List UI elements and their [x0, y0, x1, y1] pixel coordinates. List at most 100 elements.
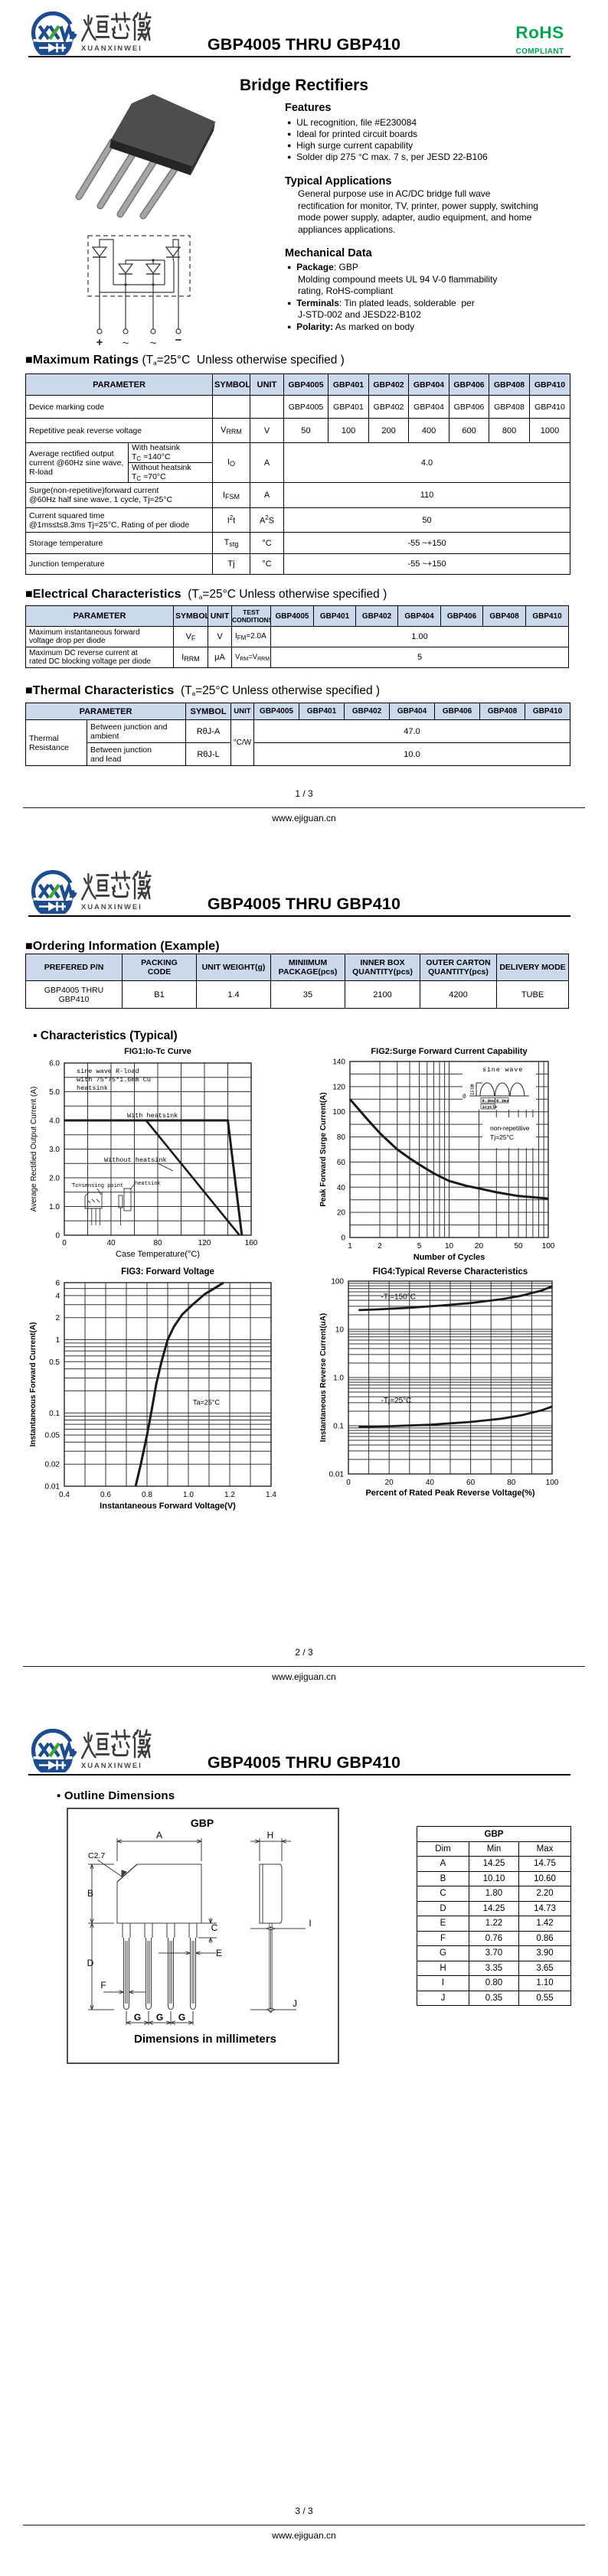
svg-text:100: 100: [331, 1278, 344, 1286]
svg-text:0.6: 0.6: [100, 1491, 111, 1499]
svg-text:A: A: [156, 1830, 162, 1841]
svg-text:Case Temperature(°C): Case Temperature(°C): [116, 1250, 200, 1259]
svg-text:0.4: 0.4: [59, 1491, 70, 1499]
svg-text:−: −: [175, 334, 182, 347]
svg-text:0: 0: [346, 1479, 351, 1487]
svg-text:0.05: 0.05: [45, 1432, 60, 1440]
svg-text:1.0: 1.0: [333, 1374, 344, 1383]
svg-text:H: H: [267, 1830, 274, 1841]
svg-text:20: 20: [475, 1242, 484, 1251]
svg-text:100: 100: [546, 1479, 559, 1487]
svg-text:0: 0: [341, 1234, 345, 1243]
svg-text:Average Rectified Output Curre: Average Rectified Output Current (A): [30, 1087, 38, 1212]
svg-text:3.0: 3.0: [49, 1146, 60, 1154]
svg-text:G: G: [134, 2012, 141, 2023]
svg-text:Number of Cycles: Number of Cycles: [414, 1253, 485, 1262]
svg-text:160: 160: [245, 1239, 258, 1247]
svg-text:FIG3: Forward Voltage: FIG3: Forward Voltage: [121, 1267, 214, 1277]
svg-text:Instantaneous Reverse Current(: Instantaneous Reverse Current(uA): [319, 1313, 328, 1442]
svg-text:1: 1: [348, 1242, 352, 1251]
svg-text:G: G: [156, 2012, 163, 2023]
svg-text:10: 10: [335, 1326, 345, 1335]
svg-text:With heatsink: With heatsink: [127, 1112, 178, 1120]
svg-text:with 75*75*1.6mm Cu: with 75*75*1.6mm Cu: [77, 1076, 151, 1084]
svg-text:FIG1:Io-Tc Curve: FIG1:Io-Tc Curve: [124, 1047, 191, 1056]
svg-text:0: 0: [62, 1239, 67, 1247]
svg-text:G: G: [178, 2012, 185, 2023]
svg-text:0: 0: [463, 1094, 466, 1101]
svg-text:XUANXINWEI: XUANXINWEI: [81, 1762, 142, 1770]
svg-text:60: 60: [337, 1159, 346, 1167]
svg-text:100: 100: [542, 1242, 555, 1251]
svg-text:sine wave R-load: sine wave R-load: [77, 1068, 139, 1075]
svg-text:5: 5: [417, 1242, 422, 1251]
svg-text:Dimensions in millimeters: Dimensions in millimeters: [134, 2033, 276, 2046]
svg-text:E: E: [216, 1948, 222, 1958]
svg-text:60: 60: [466, 1479, 476, 1487]
svg-text:~: ~: [123, 337, 129, 348]
svg-text:-Tj=150°C: -Tj=150°C: [381, 1293, 416, 1302]
svg-text:50: 50: [514, 1242, 523, 1251]
svg-text:sine wave: sine wave: [482, 1066, 523, 1074]
svg-text:4.0: 4.0: [49, 1117, 60, 1126]
svg-text:Without heatsink: Without heatsink: [104, 1156, 167, 1164]
svg-text:8.3ms: 8.3ms: [496, 1098, 509, 1104]
svg-text:40: 40: [106, 1239, 116, 1247]
svg-text:40: 40: [426, 1479, 435, 1487]
svg-text:D: D: [87, 1958, 94, 1968]
svg-text:10: 10: [445, 1242, 454, 1251]
svg-text:80: 80: [337, 1133, 346, 1142]
svg-text:Ta=25°C: Ta=25°C: [193, 1398, 220, 1406]
svg-text:FIG4:Typical Reverse Character: FIG4:Typical Reverse Characteristics: [373, 1267, 528, 1277]
svg-text:FIG2:Surge Forward Current Cap: FIG2:Surge Forward Current Capability: [371, 1047, 528, 1056]
svg-text:120: 120: [198, 1239, 211, 1247]
svg-text:0.02: 0.02: [45, 1461, 60, 1469]
svg-text:XUANXINWEI: XUANXINWEI: [81, 903, 142, 911]
svg-text:F: F: [100, 1980, 106, 1991]
svg-text:20: 20: [337, 1209, 346, 1218]
svg-text:6.0: 6.0: [49, 1060, 60, 1068]
svg-text:0.01: 0.01: [329, 1471, 345, 1479]
svg-text:C: C: [211, 1922, 218, 1933]
svg-text:1.0: 1.0: [183, 1491, 194, 1499]
svg-text:100: 100: [332, 1108, 345, 1117]
svg-text:~: ~: [150, 337, 157, 348]
svg-text:2: 2: [378, 1242, 382, 1251]
svg-text:0.01: 0.01: [45, 1483, 60, 1492]
svg-text:Tj=25°C: Tj=25°C: [490, 1133, 514, 1141]
svg-text:0.1: 0.1: [333, 1423, 344, 1431]
svg-text:Percent of Rated Peak Reverse: Percent of Rated Peak Reverse Voltage(%): [365, 1489, 534, 1498]
svg-text:80: 80: [153, 1239, 162, 1247]
svg-text:Instantaneous Forward Current(: Instantaneous Forward Current(A): [29, 1322, 38, 1447]
svg-text:1.4: 1.4: [266, 1491, 276, 1499]
svg-text:1: 1: [55, 1336, 60, 1345]
svg-text:2: 2: [55, 1314, 60, 1322]
svg-text:B: B: [87, 1888, 93, 1899]
svg-text:non-repetitive: non-repetitive: [490, 1124, 530, 1132]
svg-text:0.1: 0.1: [49, 1410, 60, 1418]
svg-text:2.0: 2.0: [49, 1175, 60, 1183]
svg-text:I: I: [309, 1918, 311, 1929]
svg-text:J: J: [293, 1998, 297, 2009]
svg-text:Peak Forward Surge Current(A): Peak Forward Surge Current(A): [319, 1092, 328, 1206]
svg-text:8.3ms: 8.3ms: [482, 1098, 495, 1104]
svg-text:1.0: 1.0: [49, 1203, 60, 1211]
svg-text:1.2: 1.2: [224, 1491, 235, 1499]
svg-text:IFSM: IFSM: [470, 1084, 476, 1095]
svg-text:0: 0: [55, 1232, 60, 1241]
svg-text:XUANXINWEI: XUANXINWEI: [81, 44, 142, 53]
svg-text:+: +: [96, 336, 103, 348]
svg-text:80: 80: [507, 1479, 516, 1487]
svg-text:Tc=sensing point: Tc=sensing point: [72, 1183, 123, 1189]
svg-text:0.8: 0.8: [142, 1491, 152, 1499]
svg-text:40: 40: [337, 1184, 346, 1192]
svg-text:Instantaneous Forward Voltage(: Instantaneous Forward Voltage(V): [100, 1502, 236, 1511]
svg-text:-Tj=25°C: -Tj=25°C: [381, 1397, 412, 1405]
svg-text:4: 4: [55, 1292, 60, 1300]
svg-text:0.5: 0.5: [49, 1358, 60, 1367]
svg-text:120: 120: [332, 1083, 345, 1091]
svg-text:20: 20: [385, 1479, 394, 1487]
svg-text:GBP: GBP: [191, 1817, 214, 1829]
svg-text:6: 6: [55, 1280, 60, 1288]
svg-text:5.0: 5.0: [49, 1088, 60, 1097]
